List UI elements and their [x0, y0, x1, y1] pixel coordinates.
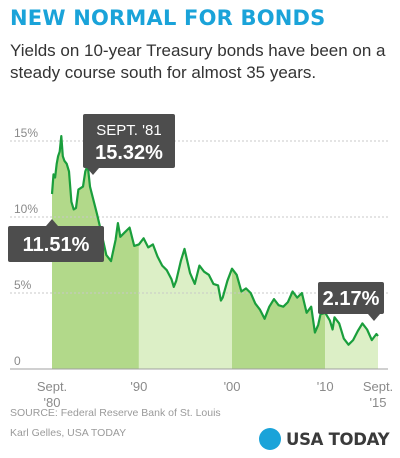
callout-box [83, 114, 175, 168]
callout-pointer [87, 168, 99, 175]
x-tick-label: Sept. [37, 379, 67, 394]
chart-subtitle: Yields on 10-year Treasury bonds have be… [10, 41, 386, 82]
x-tick-sublabel: '15 [370, 395, 387, 410]
credit-line: Karl Gelles, USA TODAY [10, 427, 127, 439]
callout-value-label: 15.32% [95, 142, 163, 164]
x-tick-label: '90 [130, 379, 147, 394]
y-tick-label: 15% [14, 126, 38, 140]
callout-value-label: 2.17% [323, 288, 380, 310]
callout-box [8, 226, 104, 262]
y-tick-label: 0 [14, 354, 21, 368]
logo-dot-icon [259, 428, 281, 450]
callout-pointer [46, 219, 58, 226]
logo-text: USA TODAY [286, 429, 390, 449]
source-line: SOURCE: Federal Reserve Bank of St. Loui… [10, 407, 221, 419]
y-tick-label: 10% [14, 202, 38, 216]
x-tick-sublabel: '80 [44, 395, 61, 410]
callout-box [318, 282, 384, 314]
decade-band-2 [232, 268, 326, 369]
x-tick-label: '10 [317, 379, 334, 394]
decade-band-1 [138, 238, 232, 369]
yield-series-line [50, 135, 379, 346]
callout-date-label: SEPT. '81 [96, 122, 161, 139]
chart-title: NEW NORMAL FOR BONDS [10, 6, 326, 30]
y-tick-label: 5% [14, 278, 32, 292]
callout-pointer [368, 314, 380, 321]
x-tick-label: Sept. [363, 379, 393, 394]
callout-value-label: 11.51% [23, 234, 90, 256]
x-tick-label: '00 [224, 379, 241, 394]
usa-today-logo: USA TODAY [259, 426, 390, 452]
